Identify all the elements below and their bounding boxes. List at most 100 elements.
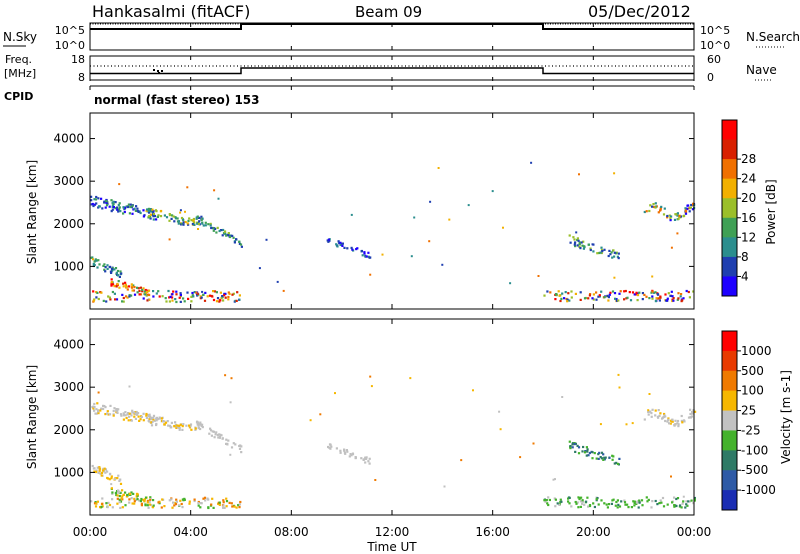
velocity-cell <box>663 412 666 416</box>
power-cell <box>650 291 653 294</box>
velocity-cell <box>334 392 336 395</box>
velocity-cell <box>623 499 626 502</box>
velocity-cell <box>669 419 672 422</box>
velocity-cell <box>690 499 693 502</box>
power-cell <box>215 231 218 234</box>
power-cell <box>216 297 220 300</box>
power-cell <box>169 295 172 298</box>
power-cell <box>282 289 285 292</box>
velocity-cell <box>568 496 571 499</box>
power-cell <box>147 208 151 211</box>
velocity-cell <box>554 478 556 481</box>
velocity-cell <box>443 485 446 488</box>
colorbar-swatch <box>722 430 737 451</box>
power-cell <box>112 206 115 209</box>
power-cell <box>105 204 109 207</box>
power-cell <box>114 267 118 270</box>
velocity-cell <box>197 504 200 507</box>
velocity-cell <box>599 456 602 459</box>
velocity-cell <box>616 462 619 465</box>
colorbar-tick-label: -1000 <box>741 483 776 497</box>
velocity-cell <box>104 471 107 474</box>
power-cell <box>180 216 184 220</box>
power-cell <box>105 200 108 203</box>
power-cell <box>138 289 141 293</box>
velocity-cell <box>163 423 166 426</box>
velocity-cell <box>211 497 214 500</box>
velocity-cell <box>194 427 197 430</box>
power-cell <box>596 252 599 255</box>
nsky-right-tick-top: 10^5 <box>700 24 730 37</box>
power-cell <box>341 242 344 245</box>
velocity-cell <box>117 489 120 492</box>
nave-title: Nave <box>746 63 777 77</box>
ytick-label: 1000 <box>53 465 84 479</box>
colorbar-swatch <box>722 237 737 258</box>
velocity-cell <box>681 502 684 505</box>
velocity-cell <box>144 504 147 507</box>
velocity-cell <box>185 424 188 427</box>
power-cell <box>130 286 134 289</box>
velocity-cell <box>600 499 603 502</box>
power-cell <box>207 223 210 226</box>
power-cell <box>580 241 583 244</box>
velocity-cell <box>104 413 107 416</box>
velocity-cell <box>174 501 177 504</box>
velocity-cell <box>547 496 550 499</box>
velocity-cell <box>155 416 158 419</box>
velocity-cell <box>577 446 581 449</box>
time-axis: 00:00 04:00 08:00 12:00 16:00 20:00 00:00 <box>73 23 711 539</box>
power-cell <box>97 297 100 301</box>
velocity-cell <box>139 500 142 503</box>
colorbar-tick-label: 4 <box>741 269 749 283</box>
power-cell <box>659 208 662 211</box>
velocity-cell <box>663 414 666 417</box>
velocity-cell <box>93 402 96 406</box>
power-cell <box>616 255 619 258</box>
velocity-cell <box>151 420 154 424</box>
power-cell <box>179 209 182 212</box>
power-cell <box>171 299 174 302</box>
power-cell <box>144 293 147 296</box>
velocity-cell <box>145 416 148 419</box>
velocity-cell <box>544 500 547 503</box>
power-cell <box>111 201 114 205</box>
velocity-cell <box>575 502 578 505</box>
velocity-cell <box>238 447 242 450</box>
power-cell <box>165 216 169 219</box>
velocity-cell <box>348 455 351 458</box>
power-cell <box>198 220 201 223</box>
power-cell <box>129 203 132 206</box>
power-cell <box>125 295 128 298</box>
velocity-cell <box>147 506 150 509</box>
power-cell <box>369 273 372 276</box>
velocity-cell <box>616 499 619 502</box>
velocity-cell <box>137 415 140 418</box>
velocity-cell <box>618 505 622 508</box>
power-cell <box>223 294 226 297</box>
velocity-cell <box>201 426 204 429</box>
power-cell <box>660 205 663 208</box>
power-cell <box>578 173 580 176</box>
velocity-cell <box>597 503 600 506</box>
power-cell <box>174 298 177 301</box>
power-cell <box>651 290 654 293</box>
velocity-cell <box>691 411 694 414</box>
power-cell <box>215 291 218 294</box>
velocity-cell <box>498 410 501 413</box>
power-cell <box>581 244 584 247</box>
power-cell <box>170 217 173 220</box>
power-cell <box>101 207 104 210</box>
velocity-cell <box>111 506 114 509</box>
velocity-cell <box>91 464 94 468</box>
velocity-cell <box>112 409 115 413</box>
power-cell <box>448 218 451 221</box>
power-cell <box>204 221 207 224</box>
velocity-cell <box>96 402 99 405</box>
power-cell <box>672 299 675 302</box>
velocity-cell <box>199 427 202 431</box>
power-cell <box>180 222 184 225</box>
power-cell <box>146 299 149 302</box>
power-cell <box>113 284 116 288</box>
power-cell <box>179 211 182 214</box>
